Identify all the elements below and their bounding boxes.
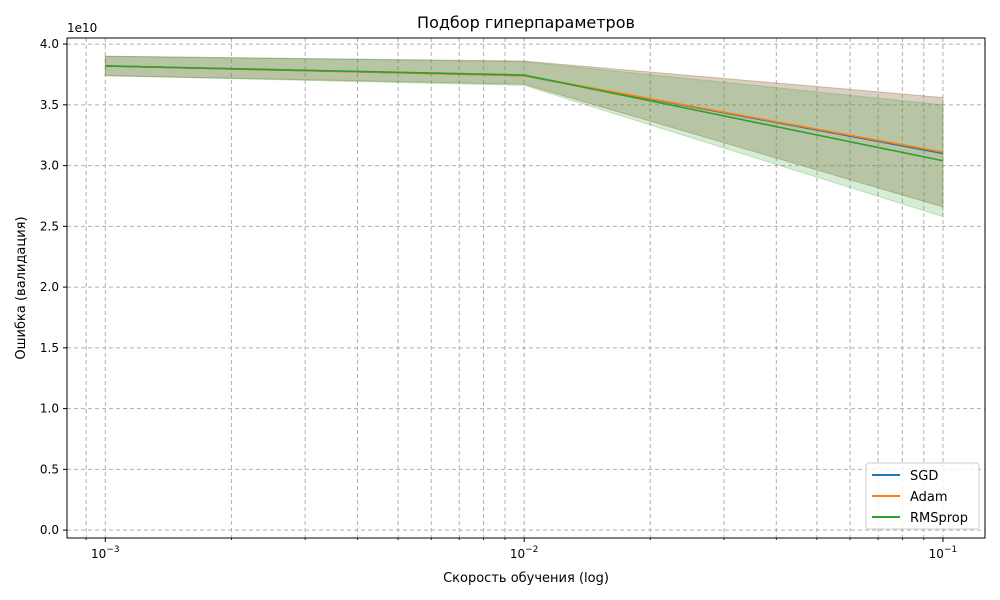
y-tick-label: 1.0 bbox=[40, 402, 59, 416]
y-offset-label: 1e10 bbox=[67, 21, 97, 35]
chart-title: Подбор гиперпараметров bbox=[417, 13, 635, 32]
line-rmsprop bbox=[105, 65, 944, 162]
y-tick-label: 3.5 bbox=[40, 98, 59, 112]
band-sgd bbox=[104, 55, 944, 208]
x-tick-label: 10−3 bbox=[91, 545, 120, 561]
y-tick-label: 3.0 bbox=[40, 159, 59, 173]
legend: SGD Adam RMSprop bbox=[865, 462, 980, 530]
legend-box bbox=[865, 462, 980, 530]
x-tick-label: 10−1 bbox=[929, 545, 958, 561]
y-tick-label: 0.5 bbox=[40, 462, 59, 476]
y-tick-label: 2.0 bbox=[40, 280, 59, 294]
plot-frame bbox=[66, 37, 986, 539]
band-rmsprop bbox=[104, 55, 944, 218]
y-tick-label: 4.0 bbox=[40, 37, 59, 51]
series-lines bbox=[105, 65, 944, 162]
legend-label-rmsprop: RMSprop bbox=[910, 511, 968, 526]
legend-label-sgd: SGD bbox=[910, 469, 938, 484]
x-tick-label: 10−2 bbox=[510, 545, 539, 561]
legend-entries: SGD Adam RMSprop bbox=[872, 469, 968, 526]
y-tick-label: 0.0 bbox=[40, 523, 59, 537]
axis-ticks: 10−3 10−2 10−1 0.0 0.5 1.0 1.5 2.0 2.5 3.0 3.5 4.0 bbox=[40, 37, 957, 561]
band-adam bbox=[104, 55, 944, 208]
x-axis-label: Скорость обучения (log) bbox=[443, 571, 609, 586]
legend-label-adam: Adam bbox=[910, 490, 948, 505]
confidence-bands bbox=[104, 55, 944, 218]
y-tick-label: 1.5 bbox=[40, 341, 59, 355]
y-tick-label: 2.5 bbox=[40, 219, 59, 233]
grid bbox=[67, 38, 985, 538]
y-axis-label: Ошибка (валидация) bbox=[14, 216, 29, 359]
